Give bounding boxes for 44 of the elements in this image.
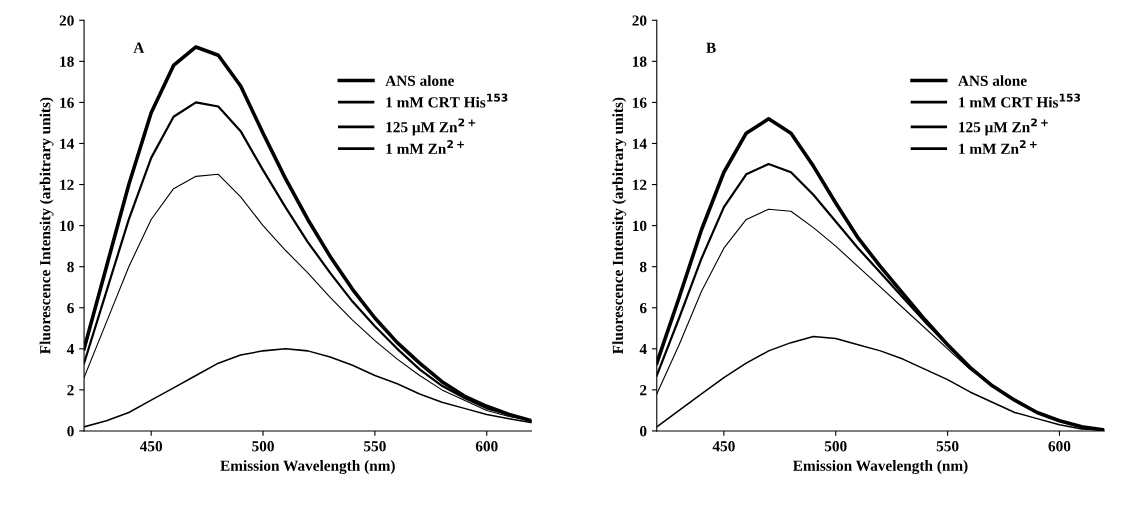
legend-label: ANS alone bbox=[385, 75, 454, 86]
x-tick-label: 450 bbox=[139, 441, 163, 452]
y-axis-title: Fluorescence Intensity (arbitrary units) bbox=[39, 97, 54, 354]
x-tick-label: 550 bbox=[364, 441, 386, 452]
y-tick-label: 10 bbox=[632, 220, 647, 232]
y-tick-label: 20 bbox=[632, 15, 647, 26]
y-tick-label: 10 bbox=[60, 220, 74, 232]
y-tick-label: 4 bbox=[639, 344, 647, 355]
y-tick-label: 14 bbox=[60, 138, 75, 149]
legend-label: 1 mM Zn$^{2+}$ bbox=[959, 140, 1037, 154]
y-tick-label: 18 bbox=[60, 56, 74, 67]
y-tick-label: 4 bbox=[66, 344, 75, 355]
y-tick-label: 0 bbox=[67, 426, 74, 437]
y-tick-label: 14 bbox=[632, 138, 647, 149]
y-tick-label: 8 bbox=[67, 261, 74, 273]
x-tick-label: 500 bbox=[824, 441, 847, 452]
y-tick-label: 16 bbox=[632, 97, 647, 108]
y-tick-label: 2 bbox=[640, 385, 647, 396]
legend-label: ANS alone bbox=[958, 75, 1027, 86]
legend-label: 1 mM CRT His$^{153}$ bbox=[959, 93, 1081, 108]
x-axis-title: Emission Wavelength (nm) bbox=[793, 460, 968, 475]
y-tick-label: 2 bbox=[67, 385, 74, 396]
y-tick-label: 12 bbox=[60, 179, 74, 190]
y-tick-label: 8 bbox=[639, 261, 647, 273]
annotation: B bbox=[706, 42, 716, 53]
legend-label: 125 μM Zn$^{2+}$ bbox=[386, 118, 476, 136]
y-tick-label: 16 bbox=[60, 97, 74, 108]
y-tick-label: 12 bbox=[632, 179, 647, 190]
y-tick-label: 20 bbox=[59, 15, 74, 26]
legend-label: 125 μM Zn$^{2+}$ bbox=[959, 118, 1048, 136]
legend-label: 1 mM CRT His$^{153}$ bbox=[386, 93, 508, 108]
x-tick-label: 600 bbox=[475, 441, 498, 452]
x-tick-label: 600 bbox=[1048, 441, 1071, 452]
y-tick-label: 18 bbox=[632, 56, 647, 67]
annotation: A bbox=[133, 42, 145, 53]
y-axis-title: Fluorescence Intensity (arbitrary units) bbox=[612, 97, 627, 354]
x-tick-label: 550 bbox=[936, 441, 959, 452]
x-tick-label: 500 bbox=[252, 441, 274, 452]
y-tick-label: 6 bbox=[639, 302, 647, 314]
x-tick-label: 450 bbox=[712, 441, 735, 452]
legend-label: 1 mM Zn$^{2+}$ bbox=[386, 140, 464, 154]
y-tick-label: 6 bbox=[67, 302, 74, 314]
x-axis-title: Emission Wavelength (nm) bbox=[220, 460, 395, 475]
y-tick-label: 0 bbox=[639, 426, 647, 437]
